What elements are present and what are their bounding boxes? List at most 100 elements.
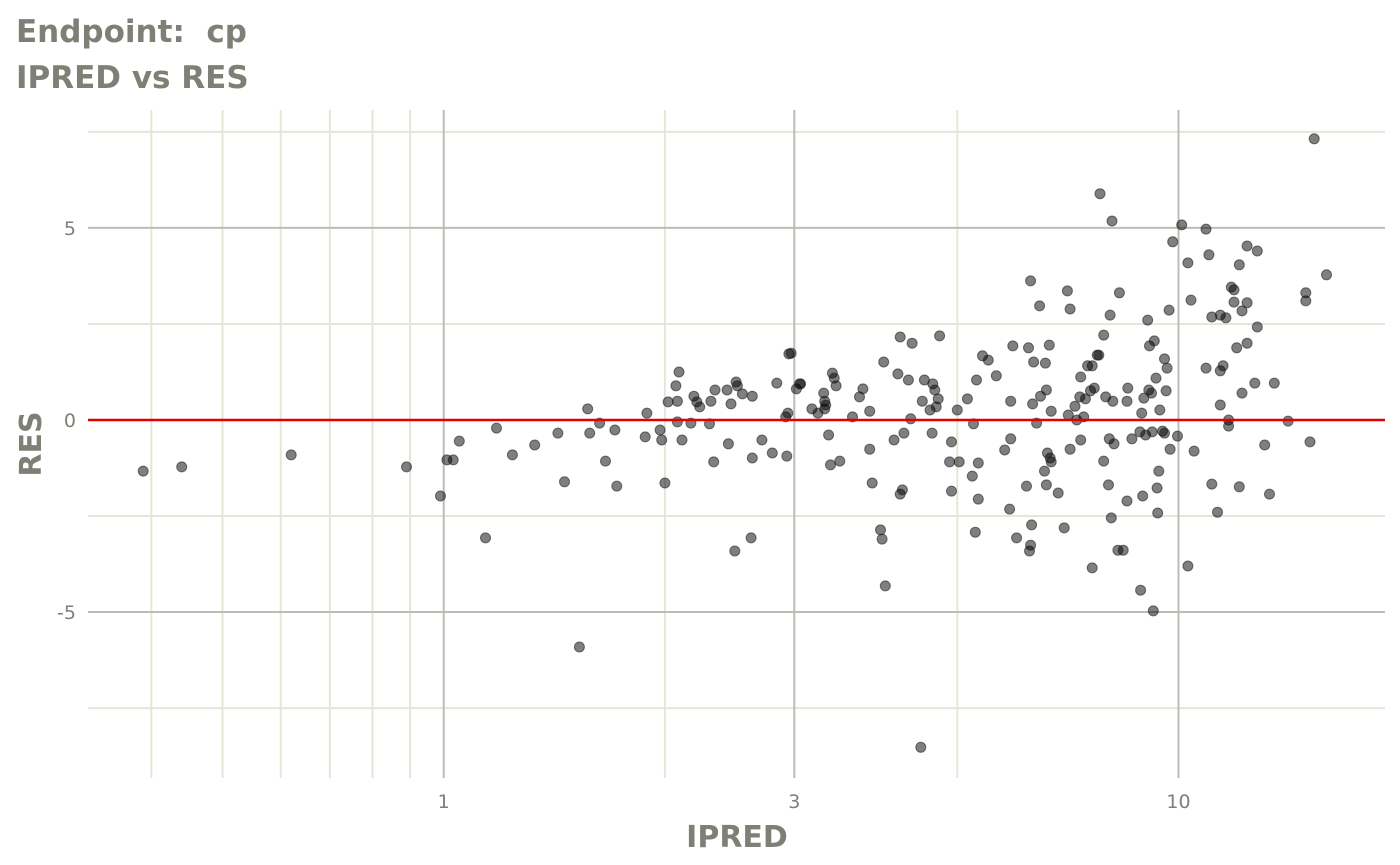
data-point <box>1028 356 1040 368</box>
data-point <box>766 447 778 459</box>
data-point <box>1233 481 1245 493</box>
data-points <box>137 133 1332 753</box>
data-point <box>1146 426 1158 438</box>
data-point <box>982 354 994 366</box>
data-point <box>1147 605 1159 617</box>
data-point <box>582 403 594 415</box>
data-point <box>1064 303 1076 315</box>
data-point <box>1126 433 1138 445</box>
data-point <box>782 407 794 419</box>
data-point <box>1045 456 1057 468</box>
data-point <box>662 396 674 408</box>
data-point <box>1093 349 1105 361</box>
data-point <box>1098 455 1110 467</box>
data-point <box>876 533 888 545</box>
data-point <box>137 465 149 477</box>
data-point <box>830 380 842 392</box>
data-point <box>1160 385 1172 397</box>
data-point <box>969 526 981 538</box>
data-point <box>1045 405 1057 417</box>
data-point <box>1203 249 1215 261</box>
data-point <box>1206 478 1218 490</box>
data-point <box>915 741 927 753</box>
data-point <box>573 641 585 653</box>
data-point <box>435 490 446 502</box>
data-point <box>1025 275 1037 287</box>
data-point <box>1231 342 1243 354</box>
data-point <box>1241 240 1253 252</box>
data-point <box>671 416 683 428</box>
data-point <box>1264 488 1275 500</box>
data-point <box>1064 443 1076 455</box>
data-point <box>1241 337 1253 349</box>
data-point <box>1200 223 1212 235</box>
data-point <box>1182 257 1194 269</box>
data-point <box>834 455 846 467</box>
data-point <box>1121 495 1133 507</box>
data-point <box>771 377 783 389</box>
data-point <box>825 459 836 471</box>
data-point <box>671 395 683 407</box>
data-point <box>1004 503 1016 515</box>
data-point <box>896 484 908 496</box>
data-point <box>1164 443 1176 455</box>
data-point <box>1159 353 1170 365</box>
data-point <box>1075 434 1087 446</box>
data-point <box>584 427 596 439</box>
data-point <box>864 443 876 455</box>
data-point <box>1172 430 1183 442</box>
data-point <box>820 399 832 411</box>
data-point <box>1094 188 1106 200</box>
data-point <box>1223 420 1235 432</box>
data-point <box>1259 439 1271 451</box>
data-point <box>639 431 651 443</box>
data-point <box>1039 357 1051 369</box>
data-point <box>1300 287 1312 299</box>
data-point <box>934 330 946 342</box>
data-point <box>1236 387 1248 399</box>
data-point <box>529 439 541 451</box>
data-point <box>944 456 956 468</box>
data-point <box>902 374 914 386</box>
data-point <box>1163 304 1175 316</box>
data-point <box>795 378 807 390</box>
data-point <box>1251 245 1263 257</box>
data-point <box>1233 259 1245 271</box>
data-point <box>1023 342 1034 354</box>
data-point <box>656 434 668 446</box>
data-point <box>1088 382 1100 394</box>
data-point <box>1075 371 1087 383</box>
data-point <box>654 424 666 436</box>
data-point <box>1098 329 1110 341</box>
data-point <box>746 452 758 464</box>
y-tick-label: 5 <box>64 218 76 240</box>
data-point <box>1121 395 1133 407</box>
data-point <box>894 331 906 343</box>
data-point <box>453 435 465 447</box>
data-point <box>1182 560 1194 572</box>
data-point <box>491 422 502 434</box>
data-point <box>1153 465 1165 477</box>
data-point <box>1117 544 1129 556</box>
data-point <box>1025 539 1037 551</box>
data-point <box>1142 314 1154 326</box>
data-point <box>600 455 611 467</box>
data-point <box>736 388 748 400</box>
data-point <box>972 493 984 505</box>
data-point <box>1249 377 1261 389</box>
data-point <box>705 395 717 407</box>
data-point <box>926 427 938 439</box>
data-point <box>946 436 957 448</box>
data-point <box>1052 487 1064 499</box>
data-point <box>823 429 835 441</box>
data-point <box>552 427 564 439</box>
data-point <box>1236 305 1248 317</box>
data-point <box>864 405 876 417</box>
data-point <box>721 384 733 396</box>
data-point <box>745 532 757 544</box>
chart-title: Endpoint: cp <box>16 14 247 50</box>
data-point <box>946 485 957 497</box>
data-point <box>1122 382 1134 394</box>
data-point <box>875 524 886 536</box>
data-point <box>756 434 768 446</box>
